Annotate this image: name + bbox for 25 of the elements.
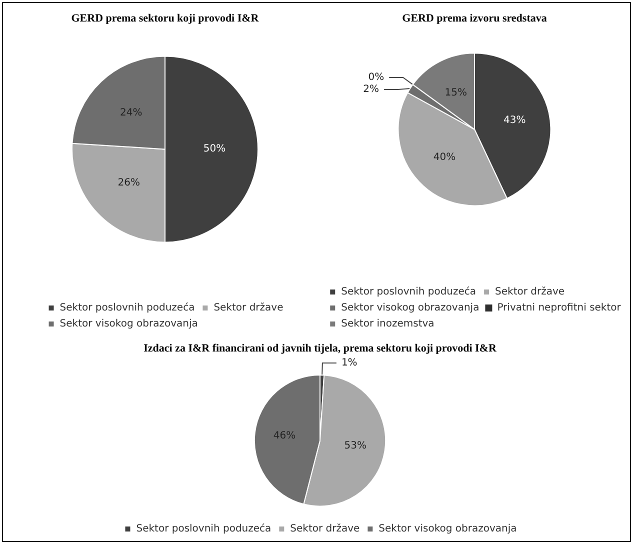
text: 0% <box>368 72 384 84</box>
data-label: 1% <box>341 358 358 369</box>
legend-label: Sektor visokog obrazovanja <box>378 524 517 534</box>
data-label: 15% <box>444 87 467 98</box>
chart-title: GERD prema izvoru sredstava <box>402 12 548 24</box>
legend-label: Sektor visokog obrazovanja <box>60 318 198 330</box>
data-label: 2% <box>363 84 380 96</box>
legend-label: Sektor visokog obrazovanja <box>341 302 480 314</box>
data-label: 40% <box>433 152 456 164</box>
chart-title: GERD prema sektoru koji provodi I&R <box>71 12 260 24</box>
data-label: 50% <box>203 144 226 155</box>
legend-label: Sektor inozemstva <box>341 318 434 330</box>
chart-title: Izdaci za I&R financirani od javnih tijela, prema sektoru koji provodi I&R <box>144 342 498 354</box>
legend-label: Sektor države <box>214 302 284 314</box>
legend-label: Sektor države <box>495 286 565 298</box>
data-label: 53% <box>344 440 366 452</box>
legend-label: Privatni neprofitni sektor <box>497 302 622 314</box>
data-label: 43% <box>504 114 526 126</box>
legend-label: Sektor poslovnih poduzeća <box>341 286 476 298</box>
legend-label: Sektor poslovnih poduzeća <box>60 302 195 314</box>
legend-label: Sektor poslovnih poduzeća <box>136 524 272 534</box>
data-label: 24% <box>120 108 142 119</box>
data-label: 46% <box>273 430 296 442</box>
data-label: 26% <box>118 178 140 189</box>
legend-label: Sektor države <box>290 524 360 534</box>
